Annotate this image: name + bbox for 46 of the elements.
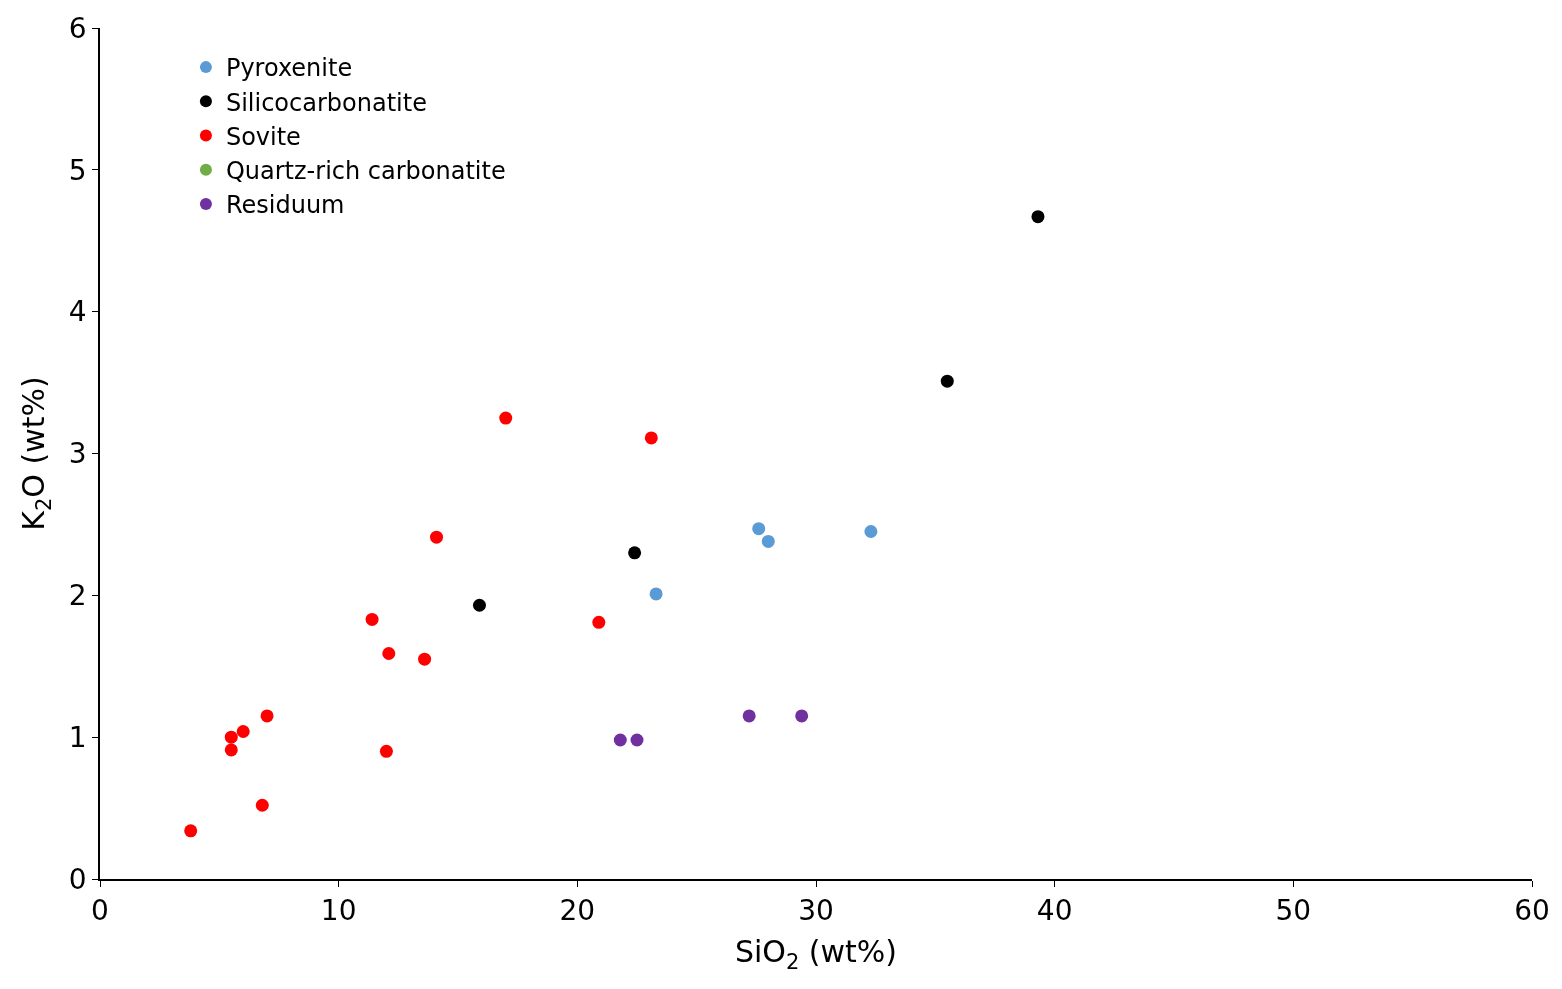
legend-label: Residuum	[225, 191, 345, 220]
x-tick-label: 30	[798, 894, 834, 928]
y-tick-label: 0	[68, 862, 87, 896]
x-tick-label: 20	[559, 894, 596, 928]
point	[260, 709, 274, 723]
point	[472, 598, 486, 612]
point	[864, 525, 878, 538]
y-tick-label: 4	[68, 295, 87, 329]
y-tick-label: 6	[68, 11, 87, 45]
x-tick-label: 40	[1036, 894, 1073, 928]
point	[255, 798, 269, 812]
point	[630, 733, 644, 747]
point	[499, 411, 513, 425]
legend-label: Sovite	[225, 122, 301, 151]
y-tick-label: 5	[68, 153, 87, 187]
point	[742, 709, 756, 723]
y-tick-label: 2	[68, 579, 87, 613]
legend-label: Silicocarbonatite	[225, 88, 427, 117]
y-tick-label: 1	[68, 720, 87, 754]
point	[644, 431, 658, 445]
point	[628, 546, 642, 560]
x-axis-title: SiO$_{2}$ (wt%)	[734, 934, 898, 974]
x-tick-label: 60	[1514, 894, 1550, 928]
point	[613, 733, 627, 747]
legend-label: Quartz-rich carbonatite	[225, 157, 506, 186]
legend-label: Pyroxenite	[225, 54, 353, 83]
point	[752, 522, 766, 536]
point	[795, 709, 809, 723]
x-tick-label: 10	[320, 894, 357, 928]
point	[592, 615, 606, 629]
point	[382, 646, 396, 660]
x-tick-label: 0	[91, 894, 109, 928]
point	[940, 374, 954, 388]
point	[649, 587, 663, 601]
point	[1031, 210, 1045, 224]
point	[224, 730, 238, 744]
point	[224, 743, 238, 757]
point	[430, 530, 444, 544]
point	[184, 824, 198, 838]
point	[365, 612, 379, 626]
y-tick-label: 3	[68, 437, 87, 471]
point	[379, 744, 393, 758]
point	[236, 724, 250, 738]
point	[418, 652, 432, 666]
x-tick-label: 50	[1275, 894, 1312, 928]
point	[761, 534, 775, 548]
